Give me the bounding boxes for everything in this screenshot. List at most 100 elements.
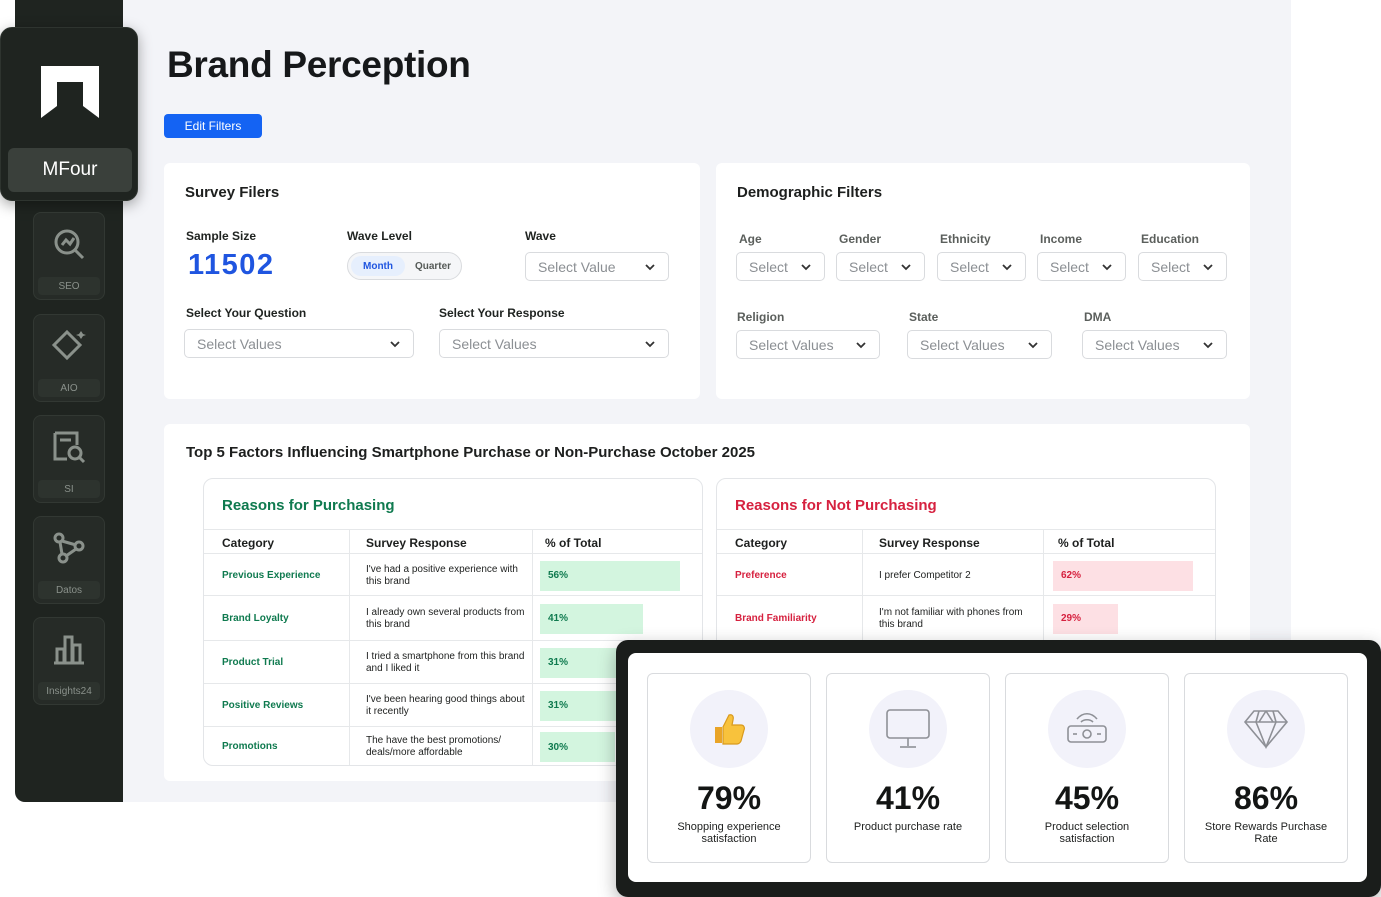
column-header: Survey Response bbox=[366, 536, 467, 550]
nav-item-insights24[interactable]: Insights24 bbox=[33, 617, 105, 705]
nav-item-datos[interactable]: Datos bbox=[33, 516, 105, 604]
nav-label: SI bbox=[38, 480, 100, 498]
row-category: Product Trial bbox=[222, 656, 284, 668]
nav-label: Datos bbox=[38, 581, 100, 599]
table-header: Category Survey Response % of Total bbox=[717, 529, 1215, 554]
chevron-down-icon bbox=[901, 263, 911, 270]
dma-select-value: Select Values bbox=[1095, 336, 1180, 353]
column-header: % of Total bbox=[545, 536, 602, 550]
wave-level-toggle: Month Quarter bbox=[347, 252, 462, 280]
chevron-down-icon bbox=[645, 340, 655, 347]
purchasing-table-title: Reasons for Purchasing bbox=[222, 497, 395, 514]
stat-icon-circle bbox=[1048, 690, 1126, 768]
ethnicity-select[interactable]: Select bbox=[937, 252, 1026, 281]
brand-logo-card[interactable]: MFour bbox=[0, 27, 138, 201]
edit-filters-button[interactable]: Edit Filters bbox=[164, 114, 262, 138]
mfour-logo-icon bbox=[41, 66, 99, 118]
age-select-value: Select bbox=[749, 258, 788, 275]
column-header: % of Total bbox=[1058, 536, 1115, 550]
wave-label: Wave bbox=[525, 229, 556, 243]
nav-item-seo[interactable]: SEO bbox=[33, 212, 105, 300]
percent-bar: 62% bbox=[1053, 560, 1193, 591]
nav-label: AIO bbox=[38, 379, 100, 397]
table-row: Previous Experience I've had a positive e… bbox=[204, 555, 702, 596]
column-header: Category bbox=[735, 536, 788, 550]
chevron-down-icon bbox=[645, 263, 655, 270]
education-select-value: Select bbox=[1151, 258, 1190, 275]
dma-select[interactable]: Select Values bbox=[1082, 330, 1227, 359]
stat-card: 86% Store Rewards Purchase Rate bbox=[1184, 673, 1348, 863]
stat-value: 41% bbox=[875, 780, 941, 816]
religion-select[interactable]: Select Values bbox=[736, 330, 880, 359]
table-row: Positive Reviews I've been hearing good t… bbox=[204, 684, 702, 727]
row-category: Promotions bbox=[222, 741, 278, 752]
monitor-icon bbox=[886, 709, 930, 748]
chevron-down-icon bbox=[1203, 341, 1213, 348]
bar-chart-icon bbox=[54, 635, 84, 665]
survey-filters-card bbox=[164, 163, 700, 399]
row-response: I've had a positive experience with this… bbox=[366, 563, 518, 587]
stat-card: 45% Product selection satisfaction bbox=[1005, 673, 1169, 863]
stat-value: 86% bbox=[1233, 780, 1299, 816]
ethnicity-select-value: Select bbox=[950, 258, 989, 275]
table-row: Preference I prefer Competitor 2 62% bbox=[717, 555, 1215, 596]
gender-label: Gender bbox=[839, 232, 882, 246]
response-select[interactable]: Select Values bbox=[439, 329, 669, 358]
nav-label: Insights24 bbox=[38, 682, 100, 700]
age-select[interactable]: Select bbox=[736, 252, 825, 281]
diamond-icon bbox=[1243, 710, 1289, 750]
stat-caption: Product purchase rate bbox=[853, 821, 963, 833]
row-category: Brand Familiarity bbox=[735, 612, 817, 624]
stat-value: 45% bbox=[1054, 780, 1120, 816]
dma-label: DMA bbox=[1084, 310, 1112, 324]
wave-select-value: Select Value bbox=[538, 258, 616, 275]
religion-label: Religion bbox=[737, 310, 785, 324]
stat-icon-circle bbox=[690, 690, 768, 768]
table-row: Brand Familiarity I'm not familiar with p… bbox=[717, 596, 1215, 641]
income-label: Income bbox=[1040, 232, 1083, 246]
gender-select-value: Select bbox=[849, 258, 888, 275]
stat-card: 41% Product purchase rate bbox=[826, 673, 990, 863]
demographic-filters-title: Demographic Filters bbox=[737, 184, 883, 201]
page-title: Brand Perception bbox=[167, 44, 471, 85]
row-response: I already own several products from this… bbox=[366, 606, 525, 630]
column-divider bbox=[532, 529, 533, 765]
nodes-icon bbox=[53, 532, 85, 564]
education-label: Education bbox=[1141, 232, 1200, 246]
income-select[interactable]: Select bbox=[1037, 252, 1126, 281]
stats-panel: 79% Shopping experience satisfaction 41%… bbox=[628, 653, 1367, 882]
wave-level-month-option[interactable]: Month bbox=[351, 256, 405, 276]
nav-item-si[interactable]: SI bbox=[33, 415, 105, 503]
column-header: Survey Response bbox=[879, 536, 980, 550]
stat-caption: Product selection satisfaction bbox=[1044, 821, 1130, 845]
document-search-icon bbox=[53, 431, 86, 464]
question-select-value: Select Values bbox=[197, 335, 282, 352]
stat-icon-circle bbox=[869, 690, 947, 768]
wave-level-quarter-option[interactable]: Quarter bbox=[414, 260, 452, 272]
state-select[interactable]: Select Values bbox=[907, 330, 1052, 359]
income-select-value: Select bbox=[1050, 258, 1089, 275]
gender-select[interactable]: Select bbox=[836, 252, 925, 281]
table-header: Category Survey Response % of Total bbox=[204, 529, 702, 554]
nav-item-aio[interactable]: AIO bbox=[33, 314, 105, 402]
education-select[interactable]: Select bbox=[1138, 252, 1227, 281]
column-header: Category bbox=[222, 536, 275, 550]
sample-size-label: Sample Size bbox=[186, 229, 257, 243]
thumbs-up-icon bbox=[715, 714, 745, 745]
stat-card: 79% Shopping experience satisfaction bbox=[647, 673, 811, 863]
factors-title: Top 5 Factors Influencing Smartphone Pur… bbox=[186, 444, 756, 461]
row-category: Previous Experience bbox=[222, 569, 321, 581]
table-row: Promotions The have the best promotions/ … bbox=[204, 727, 702, 765]
question-select[interactable]: Select Values bbox=[184, 329, 414, 358]
row-category: Positive Reviews bbox=[222, 699, 304, 711]
stat-value: 79% bbox=[696, 780, 762, 816]
table-row: Product Trial I tried a smartphone from t… bbox=[204, 641, 702, 684]
chevron-down-icon bbox=[1028, 341, 1038, 348]
chevron-down-icon bbox=[801, 263, 811, 270]
state-select-value: Select Values bbox=[920, 336, 1005, 353]
table-row: Brand Loyalty I already own several produ… bbox=[204, 596, 702, 641]
percent-bar: 31% bbox=[540, 690, 618, 721]
wave-select[interactable]: Select Value bbox=[525, 252, 669, 281]
wave-level-label: Wave Level bbox=[347, 229, 412, 243]
stat-caption: Store Rewards Purchase Rate bbox=[1204, 821, 1328, 845]
